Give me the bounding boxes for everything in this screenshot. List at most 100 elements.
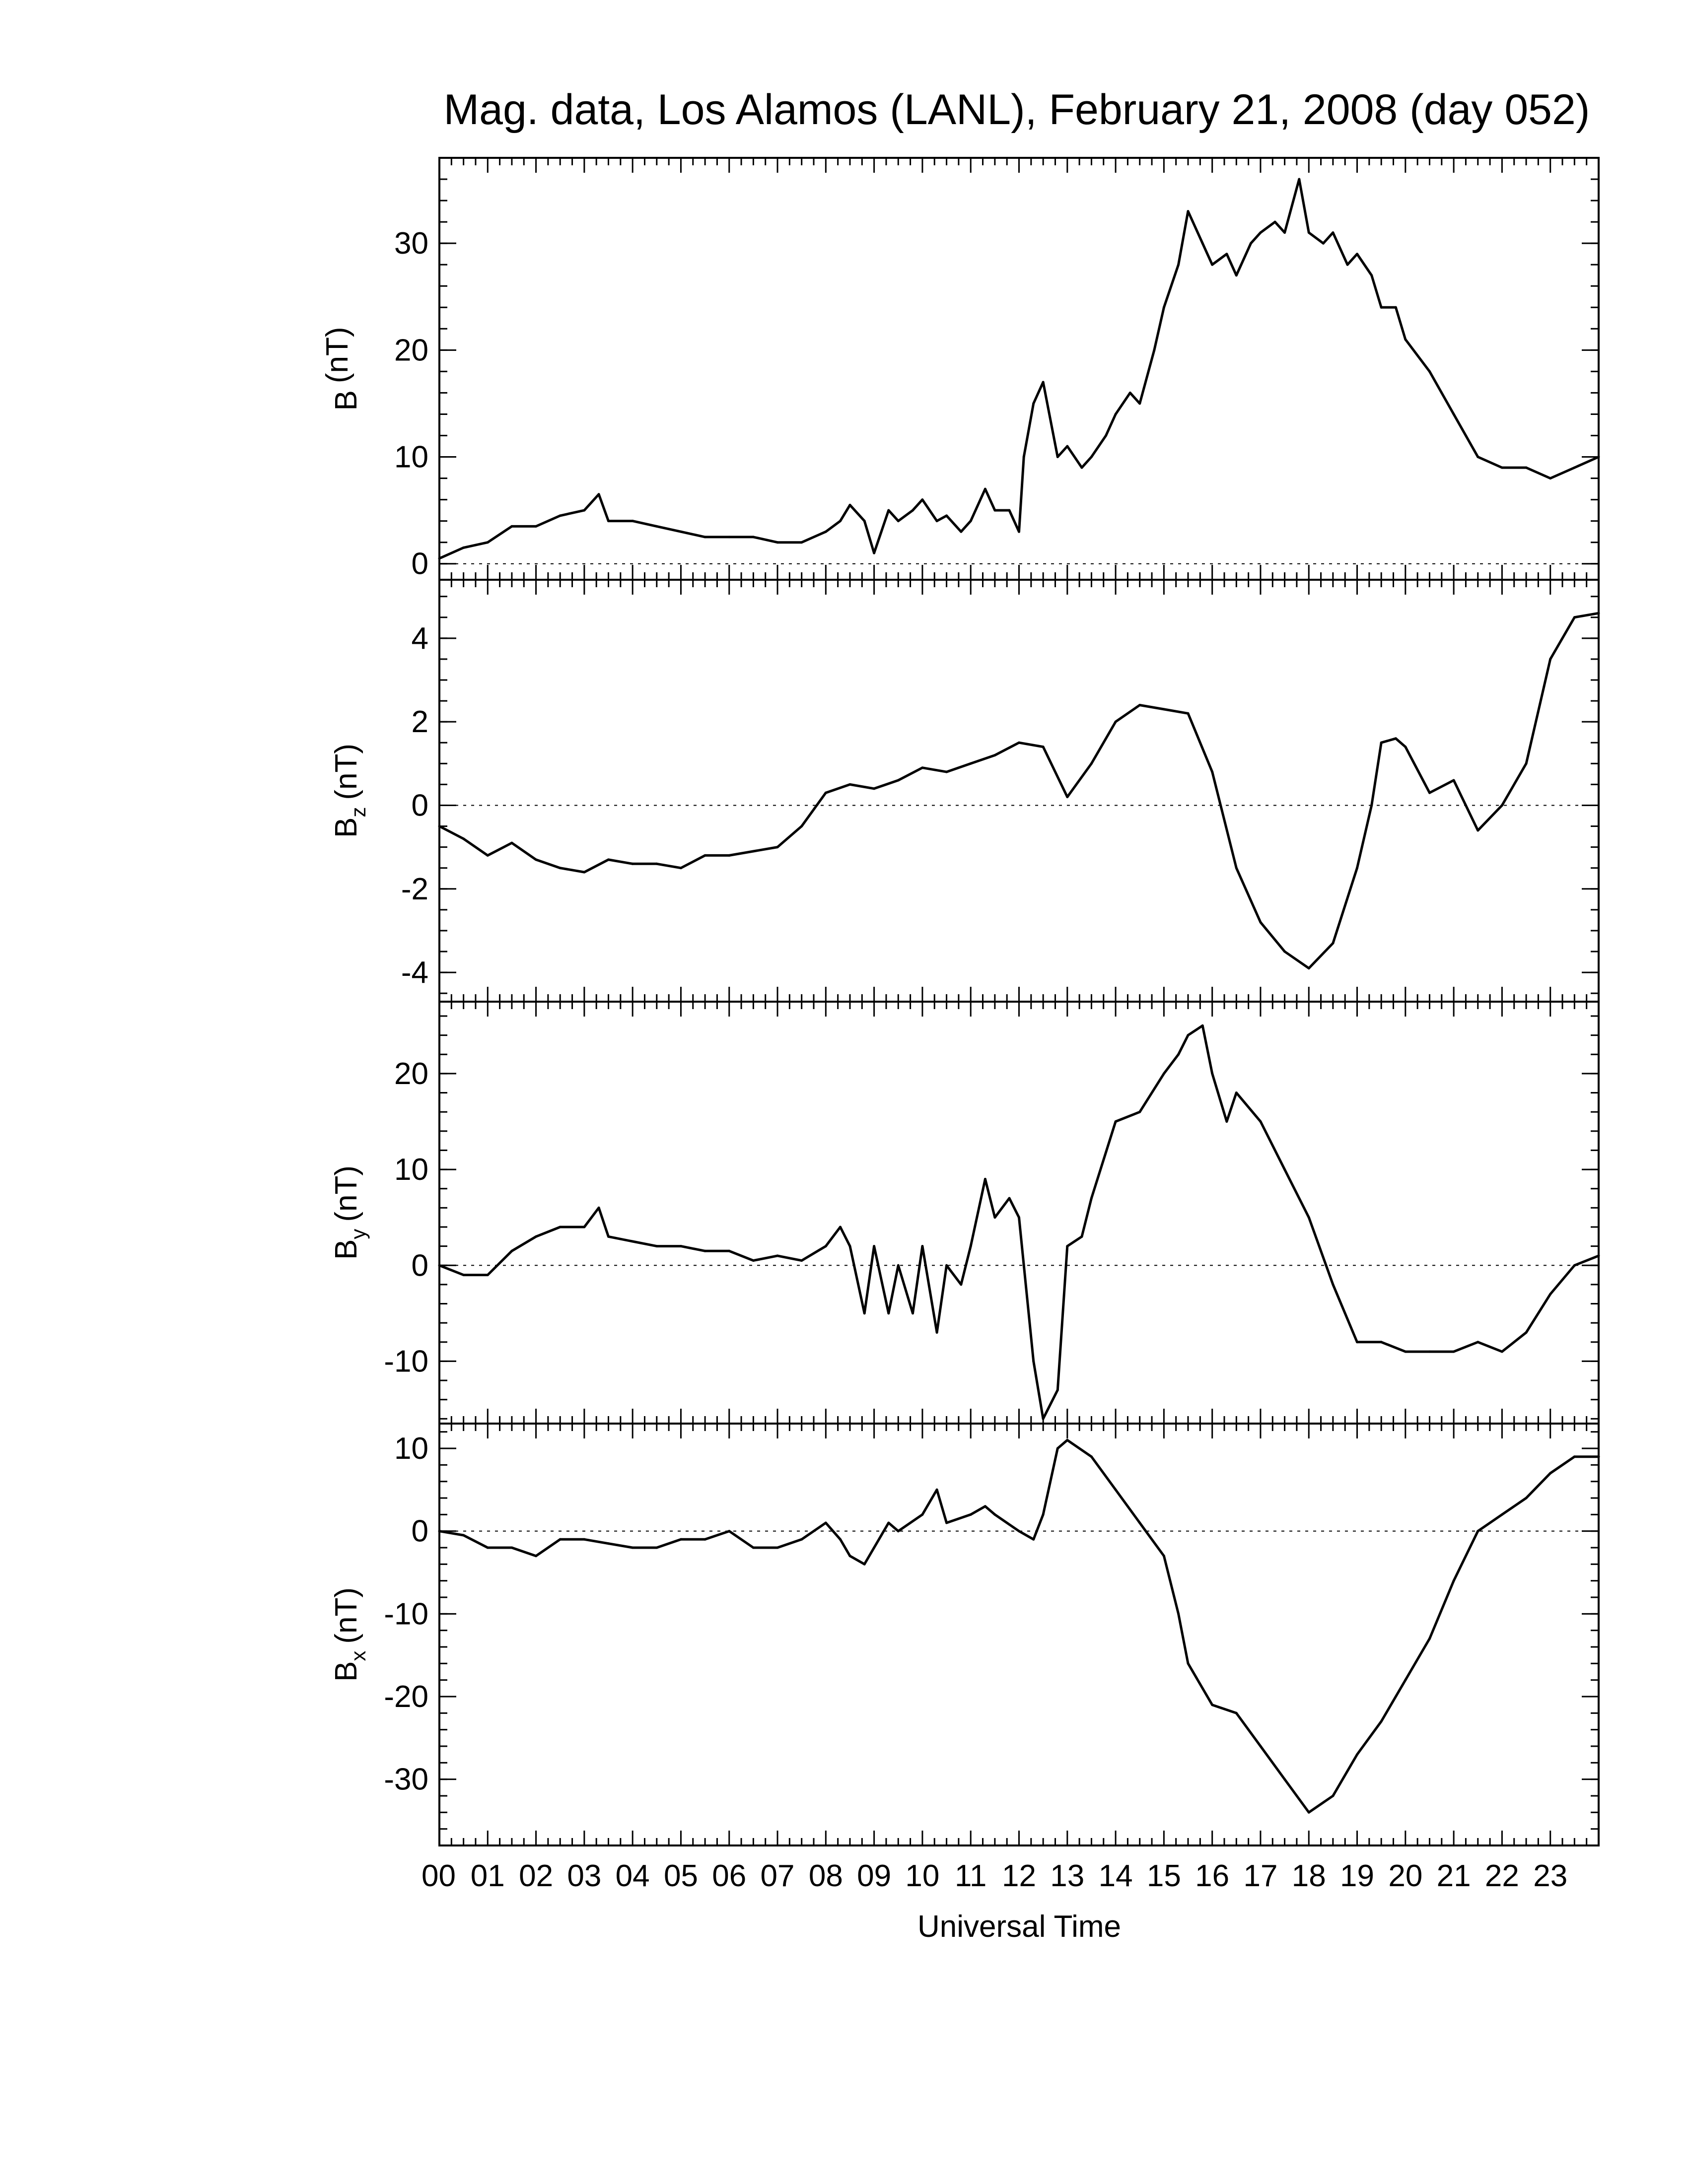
data-point-by xyxy=(1008,1197,1011,1200)
data-point-bx xyxy=(1500,1513,1503,1516)
data-point-bz xyxy=(655,862,658,865)
x-tick-label: 06 xyxy=(712,1859,746,1893)
data-point-b xyxy=(486,541,489,544)
data-point-b xyxy=(462,546,465,549)
data-point-by xyxy=(1307,1216,1310,1219)
data-point-bz xyxy=(824,791,827,794)
y-tick-label-by: 10 xyxy=(394,1153,428,1187)
x-tick-label: 10 xyxy=(905,1859,939,1893)
data-point-bz xyxy=(921,766,924,769)
series-line-by xyxy=(439,1024,1599,1420)
x-tick-label: 02 xyxy=(519,1859,553,1893)
data-point-bz xyxy=(1018,741,1020,744)
data-point-bz xyxy=(703,854,706,857)
x-tick-label: 19 xyxy=(1340,1859,1374,1893)
data-point-by xyxy=(1138,1110,1141,1113)
data-point-b xyxy=(1105,434,1108,437)
data-point-by xyxy=(1549,1293,1552,1296)
data-point-by xyxy=(752,1259,755,1262)
data-point-by xyxy=(1114,1120,1117,1123)
data-point-bx xyxy=(984,1505,986,1508)
data-point-bz xyxy=(607,858,610,861)
data-point-by xyxy=(535,1235,538,1238)
x-tick-label: 21 xyxy=(1437,1859,1471,1893)
data-point-bx xyxy=(1259,1745,1262,1748)
data-point-bz xyxy=(1066,796,1069,799)
data-point-by xyxy=(984,1177,986,1180)
data-point-b xyxy=(1018,530,1020,533)
data-point-bx xyxy=(703,1538,706,1541)
data-point-bz xyxy=(559,867,562,870)
data-point-b xyxy=(824,530,827,533)
y-tick-label-bz: 2 xyxy=(412,705,428,739)
data-point-bx xyxy=(1477,1530,1479,1533)
data-point-b xyxy=(863,520,866,523)
data-point-bx xyxy=(921,1513,924,1516)
data-point-b xyxy=(1090,456,1093,458)
data-point-bz xyxy=(873,787,876,790)
y-tick-label-b: 20 xyxy=(394,333,428,367)
data-point-bz xyxy=(1428,791,1431,794)
data-point-bz xyxy=(776,846,779,849)
data-point-b xyxy=(1235,274,1238,277)
data-point-b xyxy=(728,536,731,539)
data-point-bz xyxy=(1138,704,1141,706)
data-point-b xyxy=(993,509,996,512)
data-point-bx xyxy=(752,1546,755,1549)
data-point-by xyxy=(1056,1388,1059,1391)
y-axis-label-bz: Bz(nT) xyxy=(329,744,370,838)
data-point-bx xyxy=(1138,1521,1141,1524)
data-point-b xyxy=(1056,456,1059,458)
data-point-by xyxy=(1235,1092,1238,1094)
data-point-b xyxy=(935,520,938,523)
y-tick-label-bz: 0 xyxy=(412,788,428,822)
data-point-b xyxy=(1225,253,1228,256)
x-tick-label: 00 xyxy=(422,1859,456,1893)
data-point-b xyxy=(969,520,972,523)
data-point-b xyxy=(1138,402,1141,405)
data-point-b xyxy=(607,520,610,523)
data-point-bz xyxy=(535,858,538,861)
x-tick-label: 09 xyxy=(857,1859,891,1893)
data-point-b xyxy=(1022,456,1025,458)
data-point-by xyxy=(655,1245,658,1248)
x-tick-label: 16 xyxy=(1195,1859,1229,1893)
data-point-b xyxy=(960,530,963,533)
data-point-b xyxy=(631,520,634,523)
data-point-bz xyxy=(1549,658,1552,661)
x-tick-label: 20 xyxy=(1388,1859,1422,1893)
data-point-by xyxy=(1090,1197,1093,1200)
data-point-by xyxy=(607,1235,610,1238)
data-point-by xyxy=(945,1264,948,1267)
panel-by: -10 0 10 20 By(nT) xyxy=(329,1001,1600,1425)
y-tick-label-bx: 0 xyxy=(412,1514,428,1549)
data-point-b xyxy=(1322,242,1325,245)
data-point-b xyxy=(1114,413,1117,415)
data-point-by xyxy=(1066,1245,1069,1248)
data-point-by xyxy=(1032,1360,1035,1363)
data-point-bx xyxy=(848,1555,851,1558)
y-tick-label-bz: 4 xyxy=(412,621,428,656)
data-point-bx xyxy=(945,1521,948,1524)
y-axis-label-by: By(nT) xyxy=(329,1165,370,1260)
data-point-by xyxy=(1500,1350,1503,1353)
data-point-bz xyxy=(1394,737,1397,740)
data-point-bx xyxy=(1549,1472,1552,1475)
data-point-bz xyxy=(1452,779,1455,782)
data-point-by xyxy=(800,1259,803,1262)
data-point-b xyxy=(912,509,914,512)
data-point-by xyxy=(935,1331,938,1334)
data-point-by xyxy=(1187,1034,1190,1037)
data-point-by xyxy=(921,1245,924,1248)
data-point-bx xyxy=(1032,1538,1035,1541)
data-point-b xyxy=(1452,413,1455,415)
data-point-by xyxy=(1380,1341,1383,1344)
data-point-b xyxy=(655,525,658,528)
data-point-by xyxy=(1211,1072,1214,1075)
x-tick-label: 11 xyxy=(955,1859,986,1893)
x-tick-label: 13 xyxy=(1050,1859,1084,1893)
data-point-by xyxy=(1177,1053,1180,1056)
data-point-bz xyxy=(1380,741,1383,744)
data-point-bz xyxy=(1307,967,1310,970)
data-point-by xyxy=(1201,1024,1204,1027)
